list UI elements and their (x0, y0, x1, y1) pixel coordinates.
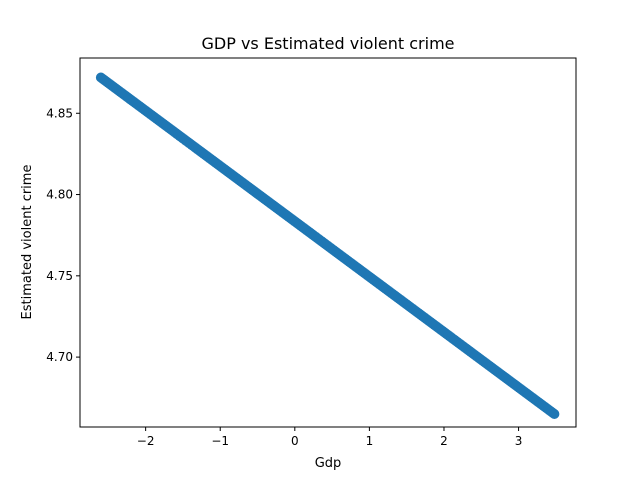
y-tick-label: 4.70 (46, 350, 73, 364)
y-tick-label: 4.85 (46, 106, 73, 120)
x-tick-label: 2 (440, 434, 448, 448)
data-point (549, 409, 560, 419)
x-tick-label: −1 (211, 434, 229, 448)
y-axis-label: Estimated violent crime (20, 165, 35, 320)
x-tick-label: 1 (366, 434, 374, 448)
x-tick-label: −2 (137, 434, 155, 448)
chart-title: GDP vs Estimated violent crime (202, 34, 455, 53)
y-axis-ticks: 4.70 4.75 4.80 4.85 (46, 106, 80, 364)
plot-area-frame (79, 57, 577, 428)
x-axis-ticks: −2 −1 0 1 2 3 (137, 427, 523, 448)
y-tick-label: 4.75 (46, 269, 73, 283)
data-points (95, 72, 560, 419)
x-tick-label: 3 (515, 434, 523, 448)
x-tick-label: 0 (291, 434, 299, 448)
y-tick-label: 4.80 (46, 188, 73, 202)
x-axis-label: Gdp (315, 456, 342, 471)
